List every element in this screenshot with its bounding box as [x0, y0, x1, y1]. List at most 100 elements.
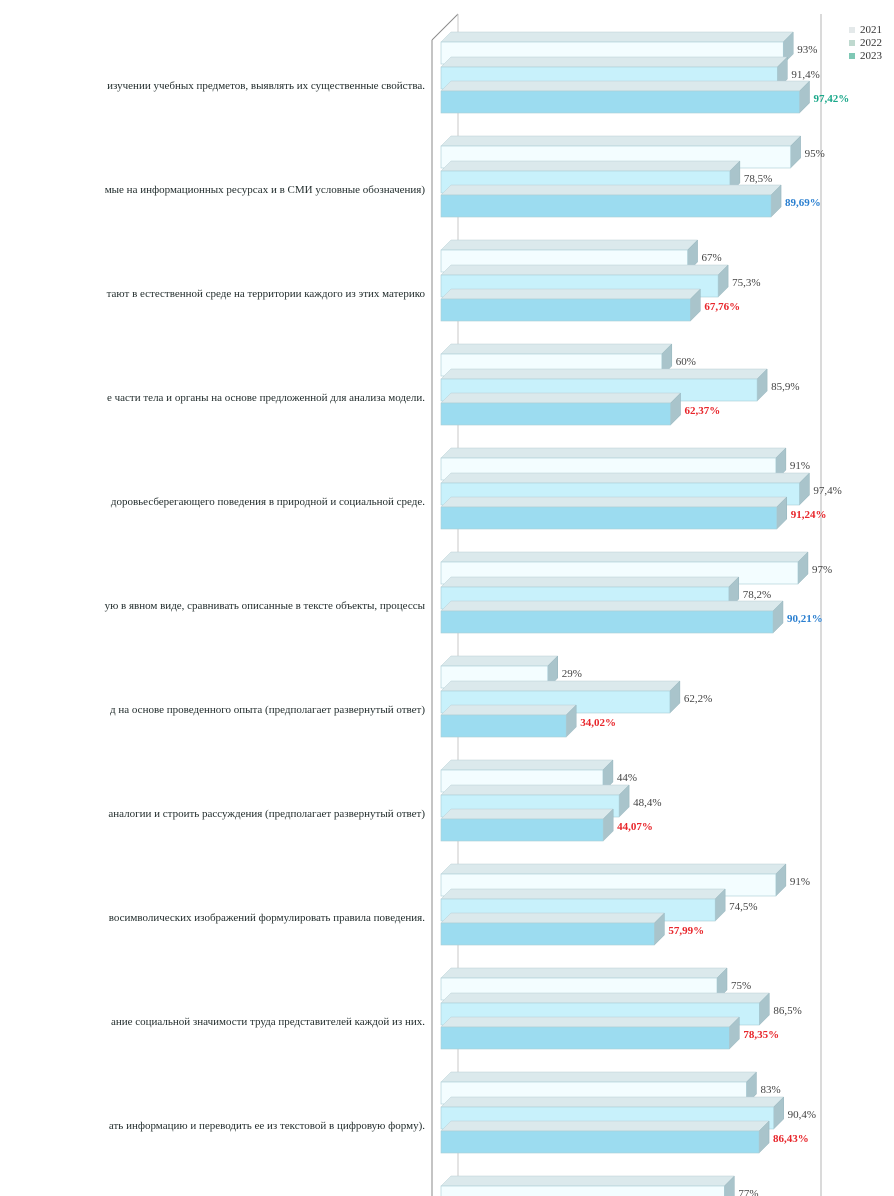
bar-top-face	[440, 551, 809, 563]
category-label: д на основе проведенного опыта (предпола…	[110, 704, 425, 716]
category-label: восимволических изображений формулироват…	[109, 912, 425, 924]
labels-group: изучении учебных предметов, выявлять их …	[105, 44, 850, 1196]
value-label: 89,69%	[785, 197, 821, 209]
bar-top-face	[440, 80, 811, 92]
value-label: 34,02%	[580, 717, 616, 729]
category-label: тают в естественной среде на территории …	[107, 288, 426, 300]
bar-top-face	[440, 967, 728, 979]
value-label: 95%	[805, 148, 825, 160]
bar-2023	[440, 298, 691, 322]
value-label: 78,35%	[743, 1029, 779, 1041]
legend-label-2023: 2023	[860, 50, 883, 62]
bar-top-face	[440, 1071, 758, 1083]
bar-top-face	[440, 992, 770, 1004]
bar-2023	[440, 922, 655, 946]
bar-top-face	[440, 264, 729, 276]
legend-swatch-2023	[849, 53, 855, 59]
category-label: изучении учебных предметов, выявлять их …	[107, 80, 425, 92]
value-label: 91%	[790, 460, 810, 472]
bar-top-face	[440, 1175, 735, 1187]
value-label: 91,4%	[791, 69, 819, 81]
value-label: 93%	[797, 44, 817, 56]
value-label: 67,76%	[704, 301, 740, 313]
bar-2021	[440, 1185, 725, 1196]
value-label: 91,24%	[791, 509, 827, 521]
bar-top-face	[440, 184, 782, 196]
value-label: 60%	[676, 356, 696, 368]
legend-label-2022: 2022	[860, 37, 882, 49]
category-label: е части тела и органы на основе предложе…	[107, 392, 425, 404]
category-label: мые на информационных ресурсах и в СМИ у…	[105, 184, 426, 196]
bar-top-face	[440, 447, 787, 459]
value-label: 57,99%	[668, 925, 704, 937]
value-label: 44,07%	[617, 821, 653, 833]
bar-side-face	[724, 1175, 735, 1196]
bar-2023	[440, 610, 774, 634]
axis-wall-top-edge	[431, 13, 459, 41]
value-label: 29%	[562, 668, 582, 680]
category-label: доровьесберегающего поведения в природно…	[111, 496, 425, 508]
legend-swatch-2021	[849, 27, 855, 33]
bar-top-face	[440, 472, 811, 484]
bar-top-face	[440, 392, 682, 404]
value-label: 75,3%	[732, 277, 760, 289]
bar-top-face	[440, 912, 666, 924]
value-label: 97%	[812, 564, 832, 576]
bar-top-face	[440, 808, 614, 820]
bar-top-face	[440, 288, 701, 300]
bar-top-face	[440, 704, 577, 716]
bar-top-face	[440, 368, 768, 380]
value-label: 62,2%	[684, 693, 712, 705]
value-label: 97,42%	[814, 93, 850, 105]
legend-label-2021: 2021	[860, 24, 882, 36]
value-label: 86,5%	[773, 1005, 801, 1017]
value-label: 62,37%	[685, 405, 721, 417]
bar-top-face	[440, 160, 741, 172]
bar-top-face	[440, 1120, 770, 1132]
value-label: 75%	[731, 980, 751, 992]
bar-top-face	[440, 1016, 740, 1028]
value-label: 74,5%	[729, 901, 757, 913]
category-label: аналогии и строить рассуждения (предпола…	[108, 808, 425, 820]
value-label: 48,4%	[633, 797, 661, 809]
value-label: 86,43%	[773, 1133, 809, 1145]
value-label: 90,4%	[788, 1109, 816, 1121]
bars-group	[440, 31, 811, 1196]
bar-2023	[440, 90, 800, 114]
value-label: 78,5%	[744, 173, 772, 185]
bar-top-face	[440, 239, 699, 251]
bar-2023	[440, 506, 778, 530]
bar-top-face	[440, 56, 788, 68]
bar-top-face	[440, 600, 784, 612]
value-label: 78,2%	[743, 589, 771, 601]
bar-2023	[440, 1130, 760, 1154]
category-label: ание социальной значимости труда предста…	[111, 1016, 425, 1028]
category-label: ать информацию и переводить ее из тексто…	[109, 1120, 425, 1132]
bar-top-face	[440, 496, 788, 508]
bar-top-face	[440, 784, 630, 796]
bar-top-face	[440, 888, 726, 900]
value-label: 90,21%	[787, 613, 823, 625]
bar-2023	[440, 818, 604, 842]
bar-top-face	[440, 759, 614, 771]
bar-top-face	[440, 655, 559, 667]
legend-swatch-2022	[849, 40, 855, 46]
bar-top-face	[440, 680, 681, 692]
value-label: 83%	[760, 1084, 780, 1096]
value-label: 97,4%	[813, 485, 841, 497]
value-label: 77%	[738, 1188, 758, 1196]
bar-2023	[440, 1026, 730, 1050]
bar-top-face	[440, 1096, 785, 1108]
bar-2023	[440, 194, 772, 218]
bar-top-face	[440, 135, 802, 147]
bar-2023	[440, 714, 567, 738]
bar-top-face	[440, 863, 787, 875]
value-label: 44%	[617, 772, 637, 784]
bar-2023	[440, 402, 671, 426]
value-label: 91%	[790, 876, 810, 888]
bar-top-face	[440, 343, 673, 355]
value-label: 85,9%	[771, 381, 799, 393]
bar-top-face	[440, 576, 740, 588]
value-label: 67%	[702, 252, 722, 264]
